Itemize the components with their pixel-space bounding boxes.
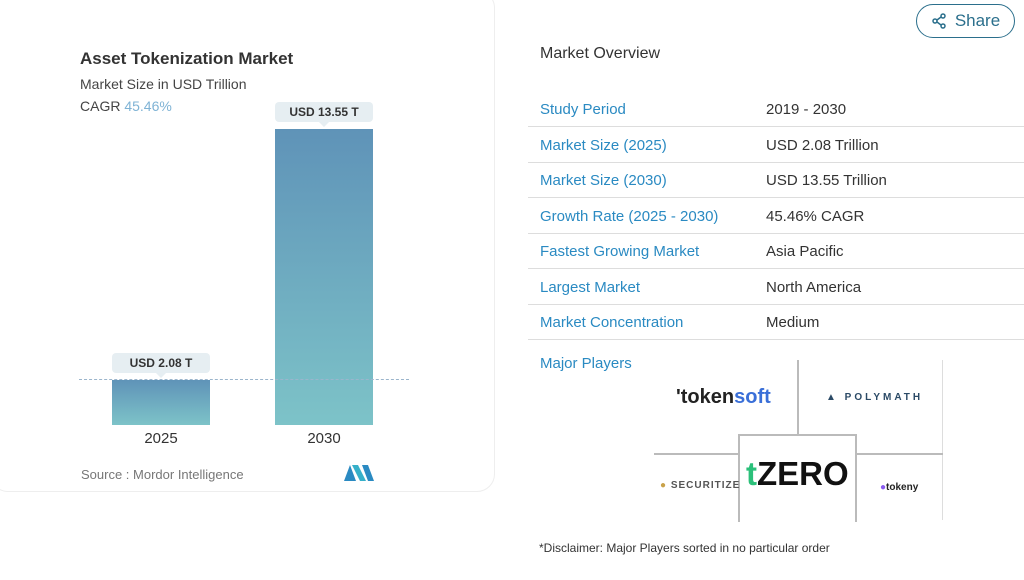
row-label: Market Size (2030) <box>540 172 667 189</box>
tzero-logo: tZERO <box>746 455 849 492</box>
row-label: Study Period <box>540 101 626 118</box>
tokeny-logo: ●tokeny <box>880 482 919 493</box>
grid-line <box>797 360 799 435</box>
bar-2030 <box>275 129 373 425</box>
source: Source : Mordor Intelligence <box>81 467 244 482</box>
securitize-logo: ● SECURITIZE <box>660 480 741 491</box>
chart-subtitle: Market Size in USD Trillion <box>80 76 247 92</box>
grid-line <box>856 453 943 455</box>
row-label: Fastest Growing Market <box>540 243 700 260</box>
row-value: USD 13.55 Trillion <box>766 172 887 189</box>
cagr-value: 45.46% <box>124 98 172 114</box>
tokensoft-logo: 'tokensoft <box>676 386 771 408</box>
row-value: USD 2.08 Trillion <box>766 136 879 154</box>
mordor-logo-icon <box>344 465 374 481</box>
row-value: Asia Pacific <box>766 243 844 260</box>
overview-row: Market Size (2025) USD 2.08 Trillion <box>528 128 1024 163</box>
cagr-label: CAGR <box>80 98 121 114</box>
x-tick-label: 2030 <box>307 430 341 447</box>
share-button[interactable]: Share <box>916 4 1015 38</box>
bar-2025 <box>112 379 210 425</box>
disclaimer: *Disclaimer: Major Players sorted in no … <box>539 541 830 555</box>
major-players-title: Major Players <box>540 355 632 372</box>
row-label: Market Size (2025) <box>540 136 667 154</box>
row-value: 2019 - 2030 <box>766 101 847 118</box>
grid-line <box>942 360 943 520</box>
reference-line <box>79 379 409 380</box>
overview-row: Study Period 2019 - 2030 <box>528 92 1024 127</box>
overview-row: Fastest Growing Market Asia Pacific <box>528 234 1024 269</box>
x-tick-label: 2025 <box>144 430 178 447</box>
overview-row: Largest Market North America <box>528 270 1024 305</box>
chart-card <box>0 0 495 492</box>
data-label: USD 2.08 T <box>112 352 210 378</box>
overview-row: Market Size (2030) USD 13.55 Trillion <box>528 163 1024 198</box>
row-label: Growth Rate (2025 - 2030) <box>540 207 719 225</box>
polymath-logo: ▲ POLYMATH <box>826 392 924 403</box>
share-label: Share <box>954 11 1001 30</box>
overview-title: Market Overview <box>540 45 661 62</box>
row-label: Market Concentration <box>540 314 684 331</box>
overview-row: Market Concentration Medium <box>528 305 1024 340</box>
row-label: Largest Market <box>540 278 641 296</box>
row-value: 45.46% CAGR <box>766 207 865 225</box>
row-value: North America <box>766 278 862 296</box>
cagr: CAGR 45.46% <box>80 98 172 114</box>
data-label: USD 13.55 T <box>275 102 373 127</box>
grid-line <box>654 453 738 455</box>
row-value: Medium <box>766 314 820 331</box>
featured-logo-box <box>738 434 857 522</box>
share-icon <box>932 13 946 29</box>
overview-row: Growth Rate (2025 - 2030) 45.46% CAGR <box>528 199 1024 234</box>
chart-title: Asset Tokenization Market <box>80 49 294 68</box>
